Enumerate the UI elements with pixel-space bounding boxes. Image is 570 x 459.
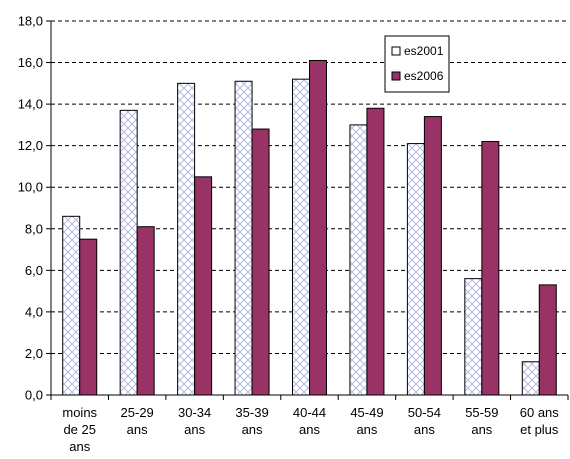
x-category-label: 40-44 ans [293,405,326,437]
bar-es2001 [177,82,196,396]
legend-box [384,35,450,93]
bar-es2001 [62,215,81,396]
bars [62,59,557,396]
bar-es2006 [309,59,327,396]
y-tick-label: 16,0 [18,55,43,70]
bar-es2006 [79,238,98,396]
legend-label-es2001: es2001 [404,44,444,58]
bar-es2001 [234,80,253,396]
bar-es2006 [136,226,155,396]
y-tick-label: 4,0 [25,304,43,319]
bar-es2001 [292,78,310,396]
bar-es2006 [366,107,385,396]
bar-es2006 [538,284,557,396]
x-category-label: 25-29 ans [121,405,154,437]
x-category-label: 60 ans et plus [520,405,560,437]
bar-es2001 [464,278,483,396]
bar-es2001 [349,124,368,396]
y-tick-label: 14,0 [18,97,43,112]
legend-swatch-es2006 [391,71,401,81]
y-tick-label: 18,0 [18,14,43,29]
x-category-label: moins de 25 ans [62,405,97,454]
y-tick-label: 2,0 [25,346,43,361]
bar-es2001 [406,143,425,396]
x-category-label: 50-54 ans [408,405,441,437]
bar-es2006 [423,116,442,396]
bar-es2006 [194,176,213,396]
bar-es2006 [481,141,500,396]
x-category-label: 35-39 ans [235,405,268,437]
x-category-label: 55-59 ans [465,405,498,437]
y-tick-label: 6,0 [25,263,43,278]
legend-swatch-es2001 [391,46,401,56]
y-tick-label: 8,0 [25,221,43,236]
axes: 0,0 2,0 4,0 6,0 8,0 10,0 12,0 14,0 16,0 18,0 moins… [18,14,569,454]
bar-es2001 [521,361,540,396]
y-tick-label: 12,0 [18,138,43,153]
y-tick-label: 0,0 [25,388,43,403]
bar-es2006 [251,128,270,396]
x-category-label: 30-34 ans [178,405,211,437]
x-category-label: 45-49 ans [350,405,383,437]
legend-label-es2006: es2006 [404,69,444,83]
bar-es2001 [119,109,138,396]
legend: es2001 es2006 [384,35,450,93]
y-tick-label: 10,0 [18,180,43,195]
